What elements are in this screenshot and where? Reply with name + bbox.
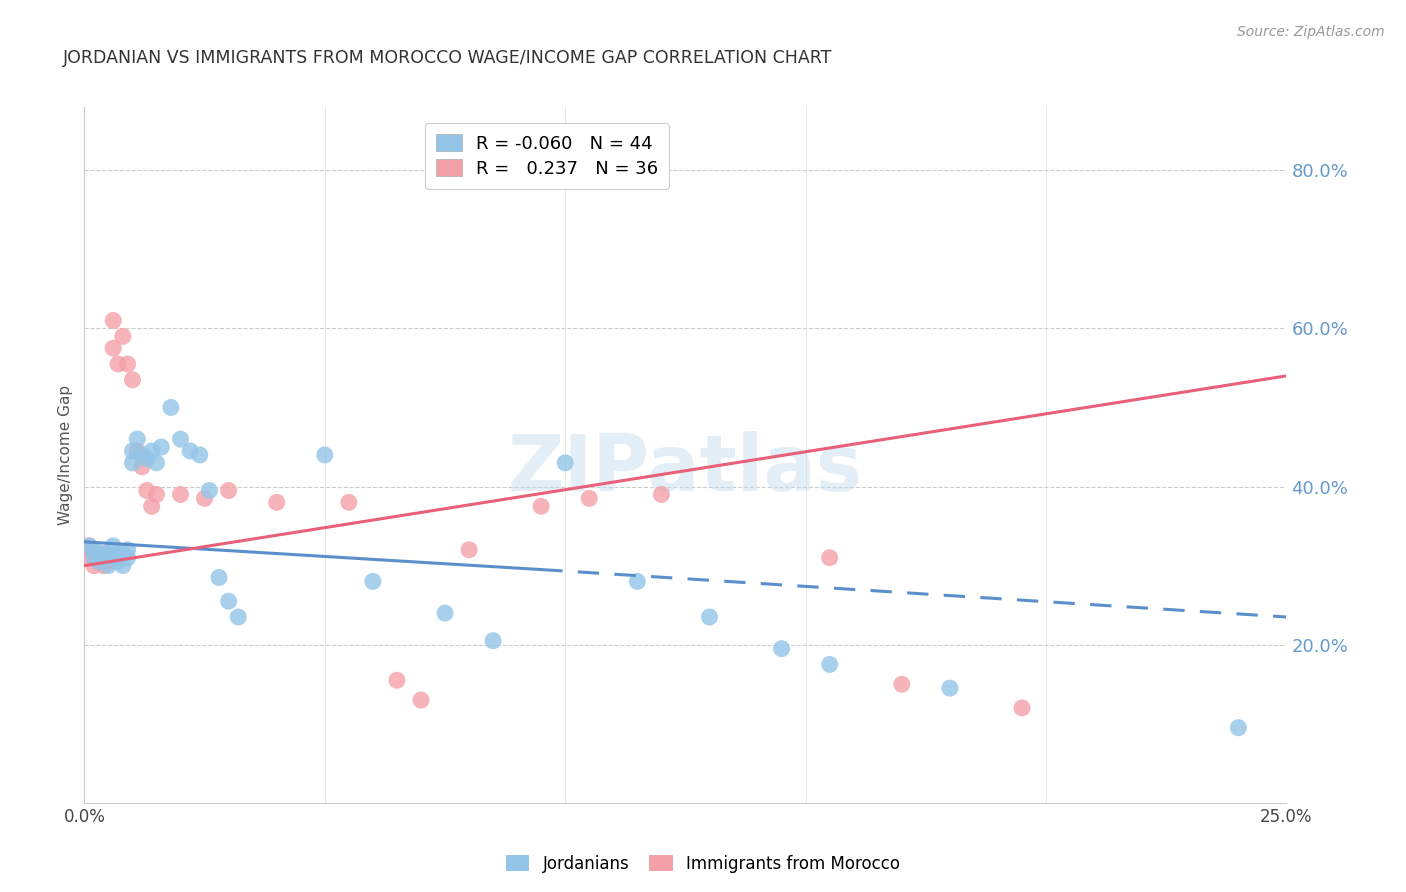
Point: [93, 547, 115, 561]
Point: [626, 574, 648, 589]
Text: Source: ZipAtlas.com: Source: ZipAtlas.com: [1237, 25, 1385, 39]
Point: [169, 432, 191, 446]
Point: [121, 444, 143, 458]
Point: [337, 495, 360, 509]
Point: [111, 329, 134, 343]
Point: [226, 610, 249, 624]
Point: [131, 459, 153, 474]
Point: [150, 440, 173, 454]
Point: [77, 539, 100, 553]
Point: [97, 558, 120, 573]
Point: [939, 681, 962, 695]
Point: [111, 547, 134, 561]
Point: [434, 606, 457, 620]
Text: JORDANIAN VS IMMIGRANTS FROM MOROCCO WAGE/INCOME GAP CORRELATION CHART: JORDANIAN VS IMMIGRANTS FROM MOROCCO WAG…: [63, 49, 832, 67]
Point: [83, 547, 105, 561]
Point: [87, 547, 110, 561]
Point: [117, 542, 139, 557]
Point: [188, 448, 211, 462]
Point: [1011, 701, 1033, 715]
Point: [121, 456, 143, 470]
Point: [506, 152, 529, 166]
Point: [121, 373, 143, 387]
Point: [458, 542, 481, 557]
Y-axis label: Wage/Income Gap: Wage/Income Gap: [58, 384, 73, 525]
Point: [1227, 721, 1250, 735]
Point: [198, 483, 221, 498]
Point: [409, 693, 432, 707]
Point: [87, 550, 110, 565]
Point: [117, 357, 139, 371]
Point: [160, 401, 183, 415]
Point: [83, 558, 105, 573]
Point: [135, 451, 157, 466]
Point: [818, 550, 841, 565]
Point: [131, 448, 153, 462]
Point: [699, 610, 721, 624]
Point: [103, 539, 125, 553]
Point: [87, 555, 110, 569]
Point: [107, 357, 129, 371]
Point: [361, 574, 384, 589]
Point: [83, 550, 105, 565]
Point: [141, 500, 163, 514]
Point: [135, 483, 157, 498]
Point: [530, 500, 553, 514]
Point: [266, 495, 288, 509]
Point: [97, 555, 120, 569]
Point: [127, 444, 149, 458]
Point: [218, 483, 240, 498]
Point: [314, 448, 336, 462]
Point: [93, 558, 115, 573]
Point: [194, 491, 217, 506]
Point: [87, 555, 110, 569]
Point: [770, 641, 793, 656]
Point: [145, 487, 167, 501]
Point: [127, 432, 149, 446]
Point: [97, 550, 120, 565]
Point: [93, 547, 115, 561]
Point: [103, 313, 125, 327]
Point: [141, 444, 163, 458]
Point: [208, 570, 231, 584]
Point: [117, 550, 139, 565]
Point: [103, 542, 125, 557]
Point: [107, 550, 129, 565]
Point: [111, 558, 134, 573]
Point: [650, 487, 672, 501]
Point: [107, 555, 129, 569]
Text: ZIPatlas: ZIPatlas: [508, 431, 863, 507]
Point: [218, 594, 240, 608]
Point: [145, 456, 167, 470]
Point: [385, 673, 408, 688]
Point: [578, 491, 600, 506]
Point: [77, 550, 100, 565]
Legend: Jordanians, Immigrants from Morocco: Jordanians, Immigrants from Morocco: [499, 848, 907, 880]
Point: [93, 550, 115, 565]
Point: [169, 487, 191, 501]
Point: [554, 456, 576, 470]
Point: [77, 539, 100, 553]
Point: [83, 542, 105, 557]
Point: [97, 547, 120, 561]
Point: [890, 677, 912, 691]
Point: [818, 657, 841, 672]
Point: [482, 633, 505, 648]
Point: [103, 341, 125, 355]
Legend: R = -0.060   N = 44, R =   0.237   N = 36: R = -0.060 N = 44, R = 0.237 N = 36: [426, 123, 669, 188]
Point: [179, 444, 201, 458]
